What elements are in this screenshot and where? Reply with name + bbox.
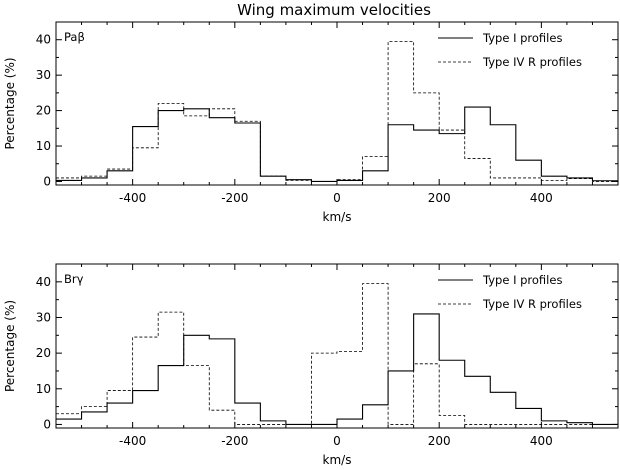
x-tick-label: -400 bbox=[119, 191, 146, 205]
y-tick-label: 20 bbox=[36, 346, 51, 360]
y-tick-label: 30 bbox=[36, 310, 51, 324]
series-type-i-profiles-line bbox=[56, 106, 618, 183]
panel-label: Paβ bbox=[64, 30, 85, 44]
x-tick-label: 0 bbox=[333, 434, 341, 448]
x-tick-label: 0 bbox=[333, 191, 341, 205]
y-axis-label: Percentage (%) bbox=[3, 300, 17, 392]
y-tick-label: 0 bbox=[43, 417, 51, 431]
legend-label-type-i-profiles: Type I profiles bbox=[482, 273, 562, 287]
y-tick-label: 20 bbox=[36, 104, 51, 118]
series-type-iv-r-profiles-line bbox=[56, 41, 618, 182]
x-tick-label: -200 bbox=[221, 191, 248, 205]
y-tick-label: 10 bbox=[36, 139, 51, 153]
series-type-iv-r-profiles-line bbox=[56, 283, 618, 425]
x-tick-label: 200 bbox=[428, 191, 451, 205]
x-tick-label: 400 bbox=[530, 191, 553, 205]
x-tick-label: -200 bbox=[221, 434, 248, 448]
y-tick-label: 10 bbox=[36, 382, 51, 396]
x-tick-label: 200 bbox=[428, 434, 451, 448]
legend-label-type-i-profiles: Type I profiles bbox=[482, 31, 562, 45]
chart-title: Wing maximum velocities bbox=[237, 1, 431, 19]
panel-pabeta: -400 -200 0 200 400 0 10 20 30 40 km/s Percentage (… bbox=[3, 21, 619, 224]
y-tick-label: 30 bbox=[36, 68, 51, 82]
series-type-i-profiles-line bbox=[56, 313, 618, 425]
y-axis-label: Percentage (%) bbox=[3, 57, 17, 149]
x-axis-label: km/s bbox=[323, 210, 352, 224]
y-tick-label: 40 bbox=[36, 33, 51, 47]
y-tick-label: 40 bbox=[36, 275, 51, 289]
legend-label-type-iv-r-profiles: Type IV R profiles bbox=[482, 55, 582, 69]
x-tick-label: -400 bbox=[119, 434, 146, 448]
x-axis-label: km/s bbox=[323, 453, 352, 467]
y-tick-label: 0 bbox=[43, 174, 51, 188]
panel-brgamma: -400 -200 0 200 400 0 10 20 30 40 km/s Percentage (… bbox=[3, 263, 619, 467]
legend-label-type-iv-r-profiles: Type IV R profiles bbox=[482, 297, 582, 311]
panel-label: Brγ bbox=[64, 272, 84, 286]
plot-frame bbox=[55, 263, 619, 429]
x-tick-label: 400 bbox=[530, 434, 553, 448]
